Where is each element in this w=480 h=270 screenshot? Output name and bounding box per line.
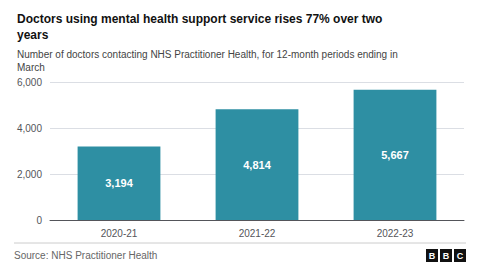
svg-text:Source: NHS Practitioner Healt: Source: NHS Practitioner Health — [14, 250, 157, 261]
svg-text:Number of doctors contacting N: Number of doctors contacting NHS Practit… — [17, 49, 398, 60]
svg-text:4,814: 4,814 — [243, 159, 271, 171]
svg-text:0: 0 — [36, 215, 42, 226]
svg-text:Doctors using mental health su: Doctors using mental health support serv… — [17, 12, 382, 26]
svg-text:years: years — [17, 28, 49, 42]
svg-text:March: March — [17, 62, 45, 73]
svg-text:2,000: 2,000 — [17, 169, 42, 180]
svg-text:B: B — [443, 251, 450, 261]
svg-text:4,000: 4,000 — [17, 123, 42, 134]
svg-text:B: B — [429, 251, 436, 261]
svg-text:C: C — [457, 251, 464, 261]
svg-text:2020-21: 2020-21 — [101, 228, 138, 239]
svg-text:3,194: 3,194 — [105, 177, 133, 189]
svg-text:2022-23: 2022-23 — [377, 228, 414, 239]
svg-text:5,667: 5,667 — [381, 149, 409, 161]
svg-text:6,000: 6,000 — [17, 77, 42, 88]
svg-text:2021-22: 2021-22 — [239, 228, 276, 239]
